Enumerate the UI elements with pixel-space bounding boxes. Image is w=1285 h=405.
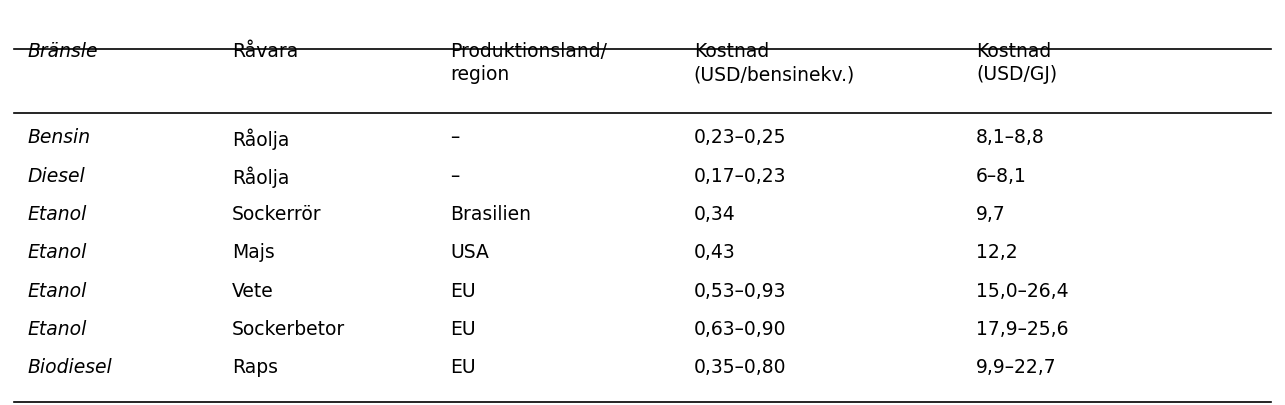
Text: 0,23–0,25: 0,23–0,25: [694, 128, 786, 147]
Text: Etanol: Etanol: [27, 319, 86, 338]
Text: 0,53–0,93: 0,53–0,93: [694, 281, 786, 300]
Text: Biodiesel: Biodiesel: [27, 357, 112, 376]
Text: Kostnad
(USD/GJ): Kostnad (USD/GJ): [975, 42, 1058, 84]
Text: 17,9–25,6: 17,9–25,6: [975, 319, 1068, 338]
Text: Kostnad
(USD/bensinekv.): Kostnad (USD/bensinekv.): [694, 42, 855, 84]
Text: Bensin: Bensin: [27, 128, 90, 147]
Text: 15,0–26,4: 15,0–26,4: [975, 281, 1069, 300]
Text: 0,43: 0,43: [694, 243, 735, 262]
Text: Brasilien: Brasilien: [450, 205, 531, 224]
Text: –: –: [450, 166, 460, 185]
Text: EU: EU: [450, 281, 475, 300]
Text: 6–8,1: 6–8,1: [975, 166, 1027, 185]
Text: 0,17–0,23: 0,17–0,23: [694, 166, 786, 185]
Text: Etanol: Etanol: [27, 205, 86, 224]
Text: Råolja: Råolja: [233, 128, 289, 149]
Text: Produktionsland/
region: Produktionsland/ region: [450, 42, 608, 84]
Text: Etanol: Etanol: [27, 281, 86, 300]
Text: 9,9–22,7: 9,9–22,7: [975, 357, 1056, 376]
Text: 0,34: 0,34: [694, 205, 735, 224]
Text: 9,7: 9,7: [975, 205, 1006, 224]
Text: EU: EU: [450, 357, 475, 376]
Text: Råvara: Råvara: [233, 42, 298, 61]
Text: Sockerrör: Sockerrör: [233, 205, 321, 224]
Text: 8,1–8,8: 8,1–8,8: [975, 128, 1045, 147]
Text: 0,63–0,90: 0,63–0,90: [694, 319, 786, 338]
Text: 0,35–0,80: 0,35–0,80: [694, 357, 786, 376]
Text: Raps: Raps: [233, 357, 278, 376]
Text: EU: EU: [450, 319, 475, 338]
Text: Vete: Vete: [233, 281, 274, 300]
Text: 12,2: 12,2: [975, 243, 1018, 262]
Text: Bränsle: Bränsle: [27, 42, 98, 61]
Text: –: –: [450, 128, 460, 147]
Text: Råolja: Råolja: [233, 166, 289, 188]
Text: Sockerbetor: Sockerbetor: [233, 319, 346, 338]
Text: USA: USA: [450, 243, 490, 262]
Text: Etanol: Etanol: [27, 243, 86, 262]
Text: Diesel: Diesel: [27, 166, 85, 185]
Text: Majs: Majs: [233, 243, 275, 262]
